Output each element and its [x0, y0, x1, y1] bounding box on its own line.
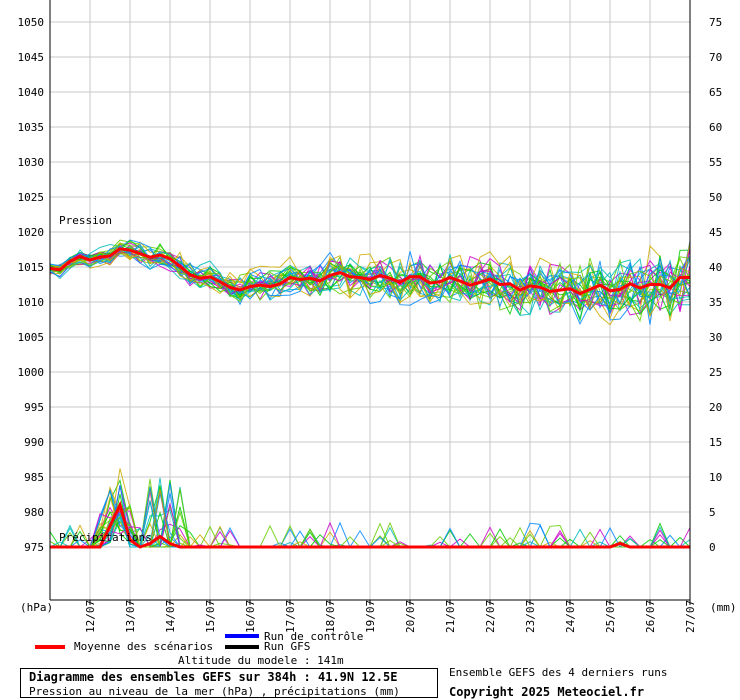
precip-tick-label: 50 — [709, 191, 722, 204]
pressure-tick-label: 985 — [24, 471, 44, 484]
precip-tick-label: 25 — [709, 366, 722, 379]
date-tick-label: 26/07 — [644, 600, 657, 633]
date-tick-label: 17/07 — [284, 600, 297, 633]
date-tick-label: 18/07 — [324, 600, 337, 633]
date-tick-label: 14/07 — [164, 600, 177, 633]
precip-tick-label: 30 — [709, 331, 722, 344]
precip-tick-label: 5 — [709, 506, 716, 519]
precip-tick-label: 35 — [709, 296, 722, 309]
legend-swatch-gfs — [225, 645, 259, 649]
date-tick-label: 16/07 — [244, 600, 257, 633]
date-tick-label: 19/07 — [364, 600, 377, 633]
precip-tick-label: 70 — [709, 51, 722, 64]
ensemble-pressure-line — [49, 245, 691, 316]
precip-tick-label: 45 — [709, 226, 722, 239]
date-tick-label: 15/07 — [204, 600, 217, 633]
mean-series — [49, 247, 690, 549]
left-axis-unit: (hPa) — [20, 601, 53, 614]
pressure-tick-label: 990 — [24, 436, 44, 449]
date-tick-label: 27/07 — [684, 600, 697, 633]
precip-tick-label: 40 — [709, 261, 722, 274]
date-tick-label: 22/07 — [484, 600, 497, 633]
tick-labels: 9759809859909951000100510101015102010251… — [18, 16, 723, 633]
precip-label: Précipitations — [59, 531, 152, 544]
model-altitude: Altitude du modele : 141m — [178, 654, 344, 667]
precip-tick-label: 60 — [709, 121, 722, 134]
legend-swatch-mean — [35, 645, 65, 649]
pressure-label: Pression — [59, 214, 112, 227]
pressure-tick-label: 1000 — [18, 366, 45, 379]
chart-subtitle: Pression au niveau de la mer (hPa) , pré… — [29, 685, 400, 698]
legend-label-gfs: Run GFS — [264, 640, 311, 653]
pressure-tick-label: 980 — [24, 506, 44, 519]
chart-grid — [50, 0, 691, 600]
date-tick-label: 12/07 — [84, 600, 97, 633]
precip-tick-label: 15 — [709, 436, 722, 449]
pressure-tick-label: 1035 — [18, 121, 45, 134]
pressure-tick-label: 1045 — [18, 51, 45, 64]
copyright: Copyright 2025 Meteociel.fr — [449, 685, 645, 699]
precip-tick-label: 20 — [709, 401, 722, 414]
pressure-tick-label: 1025 — [18, 191, 45, 204]
precip-tick-label: 10 — [709, 471, 722, 484]
pressure-tick-label: 975 — [24, 541, 44, 554]
precip-tick-label: 55 — [709, 156, 722, 169]
pressure-tick-label: 1020 — [18, 226, 45, 239]
runs-note: Ensemble GEFS des 4 derniers runs — [449, 666, 668, 679]
date-tick-label: 24/07 — [564, 600, 577, 633]
right-axis-unit: (mm) — [710, 601, 737, 614]
pressure-tick-label: 1030 — [18, 156, 45, 169]
pressure-tick-label: 1015 — [18, 261, 45, 274]
date-tick-label: 21/07 — [444, 600, 457, 633]
precip-tick-label: 65 — [709, 86, 722, 99]
date-tick-label: 13/07 — [124, 600, 137, 633]
pressure-tick-label: 1050 — [18, 16, 45, 29]
pressure-tick-label: 1010 — [18, 296, 45, 309]
date-tick-label: 20/07 — [404, 600, 417, 633]
pressure-tick-label: 1040 — [18, 86, 45, 99]
ensemble-pressure-line — [49, 239, 691, 316]
legend-swatch-control — [225, 634, 259, 638]
date-tick-label: 25/07 — [604, 600, 617, 633]
chart-title: Diagramme des ensembles GEFS sur 384h : … — [29, 670, 398, 684]
legend-label-control: Run de contrôle — [264, 630, 364, 643]
pressure-tick-label: 995 — [24, 401, 44, 414]
ensemble-pressure-line — [49, 242, 691, 322]
mean-precip-line — [50, 500, 690, 549]
precip-tick-label: 75 — [709, 16, 722, 29]
pressure-tick-label: 1005 — [18, 331, 45, 344]
title-box: Diagramme des ensembles GEFS sur 384h : … — [20, 668, 438, 698]
ensemble-pressure-line — [49, 251, 691, 302]
precip-tick-label: 0 — [709, 541, 716, 554]
legend-label-mean: Moyenne des scénarios — [74, 640, 214, 653]
mean-pressure-line — [49, 247, 690, 296]
ensemble-pressure-line — [49, 241, 691, 326]
date-tick-label: 23/07 — [524, 600, 537, 633]
